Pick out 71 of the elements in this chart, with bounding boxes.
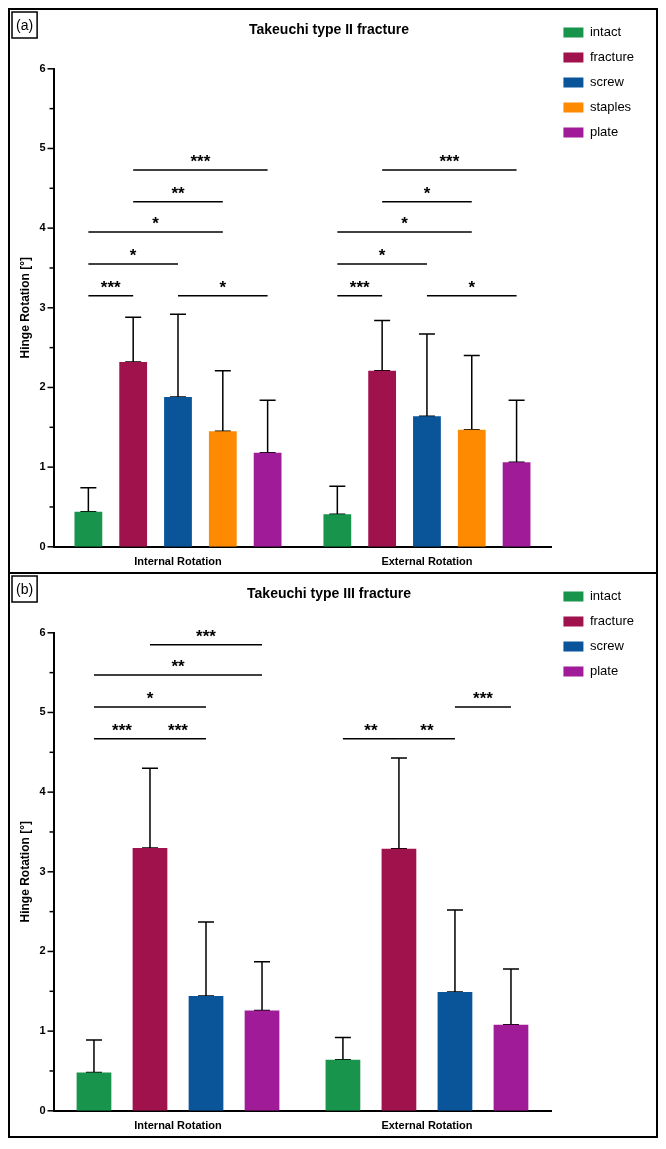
text: (a) bbox=[16, 16, 34, 33]
y-axis-title: Hinge Rotation [°] bbox=[17, 821, 32, 923]
annotation: * bbox=[423, 183, 431, 203]
annotation: *** bbox=[473, 688, 494, 708]
chart-title: Takeuchi type II fracture bbox=[248, 21, 410, 38]
y-tick-label: 2 bbox=[39, 944, 46, 957]
y-tick-label: 6 bbox=[39, 625, 46, 638]
annotation: * bbox=[378, 245, 386, 265]
bar bbox=[437, 992, 473, 1111]
x-tick-label: Internal Rotation bbox=[134, 1119, 222, 1132]
y-tick-label: 4 bbox=[39, 785, 47, 798]
legend-label: intact bbox=[589, 588, 622, 604]
bar bbox=[188, 996, 224, 1111]
annotation: *** bbox=[112, 720, 133, 740]
legend-label: staples bbox=[589, 99, 632, 115]
annotation: *** bbox=[100, 277, 122, 297]
y-tick-label: 0 bbox=[39, 1103, 46, 1116]
bar bbox=[368, 370, 397, 547]
y-axis-title: Hinge Rotation [°] bbox=[17, 257, 32, 359]
bar bbox=[132, 847, 168, 1111]
annotation: * bbox=[219, 277, 227, 297]
bar bbox=[381, 848, 417, 1111]
y-tick-label: 3 bbox=[39, 864, 46, 877]
y-tick-label: 5 bbox=[39, 705, 46, 718]
legend-label: fracture bbox=[589, 613, 635, 629]
chart-title: Takeuchi type III fracture bbox=[247, 585, 412, 602]
annotation: ** bbox=[364, 720, 378, 740]
x-tick-label: Internal Rotation bbox=[134, 555, 222, 568]
bar bbox=[493, 1024, 529, 1111]
text: (b) bbox=[16, 580, 34, 597]
y-tick-label: 1 bbox=[39, 1024, 46, 1037]
x-tick-label: External Rotation bbox=[381, 1119, 473, 1132]
legend-label: screw bbox=[589, 74, 625, 90]
bar bbox=[74, 511, 103, 547]
y-tick-label: 5 bbox=[39, 141, 46, 154]
bar bbox=[244, 1010, 280, 1111]
bar bbox=[253, 452, 282, 547]
y-tick-label: 1 bbox=[39, 460, 46, 473]
legend-label: plate bbox=[589, 663, 619, 679]
bar bbox=[457, 429, 486, 547]
y-tick-label: 3 bbox=[39, 300, 46, 313]
y-tick-label: 6 bbox=[39, 61, 46, 74]
annotation: * bbox=[129, 245, 137, 265]
bar bbox=[325, 1059, 361, 1111]
y-tick-label: 0 bbox=[39, 539, 46, 552]
bar bbox=[208, 431, 237, 547]
annotation: * bbox=[401, 214, 409, 234]
annotation: *** bbox=[349, 277, 371, 297]
y-tick-label: 2 bbox=[39, 380, 46, 393]
legend-label: plate bbox=[589, 124, 619, 140]
annotation: *** bbox=[439, 151, 460, 171]
bar bbox=[502, 462, 531, 547]
annotation: *** bbox=[196, 626, 217, 646]
annotation: ** bbox=[171, 183, 185, 203]
bar bbox=[164, 397, 192, 547]
annotation: ** bbox=[171, 657, 185, 677]
annotation: *** bbox=[190, 151, 211, 171]
annotation: ** bbox=[420, 720, 434, 740]
bar bbox=[119, 361, 148, 547]
annotation: *** bbox=[168, 720, 189, 740]
bar bbox=[413, 416, 441, 547]
legend-label: fracture bbox=[589, 49, 635, 65]
bar bbox=[76, 1072, 112, 1111]
annotation: * bbox=[468, 277, 476, 297]
bar bbox=[323, 514, 352, 547]
legend-label: intact bbox=[589, 24, 622, 40]
y-tick-label: 4 bbox=[39, 221, 47, 234]
annotation: * bbox=[146, 688, 154, 708]
legend-label: screw bbox=[589, 638, 625, 654]
annotation: * bbox=[152, 214, 160, 234]
x-tick-label: External Rotation bbox=[381, 555, 473, 568]
